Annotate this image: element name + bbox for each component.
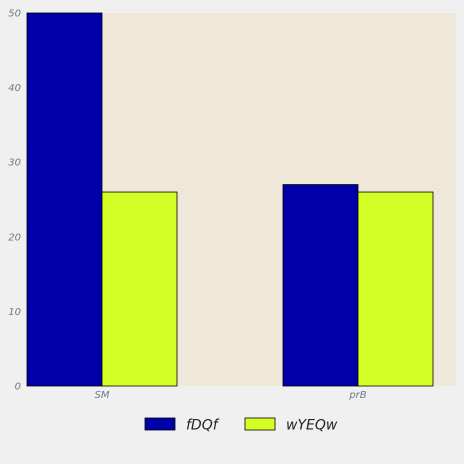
y-tick-label: 0	[15, 382, 21, 393]
y-tick-label: 20	[8, 232, 21, 243]
bar-wYEQw-prB	[357, 191, 434, 387]
y-tick-label: 30	[8, 158, 21, 169]
y-tick-label: 10	[8, 307, 21, 318]
y-axis: 0 10 20 30 40 50	[8, 9, 21, 393]
x-tick-label: SM	[95, 390, 110, 401]
legend: fDQf wYEQw	[144, 417, 338, 434]
y-tick-label: 40	[8, 83, 21, 94]
legend-label: wYEQw	[286, 418, 338, 434]
bar-wYEQw-SM	[101, 191, 178, 387]
legend-swatch	[144, 417, 176, 431]
x-axis: SM prB	[95, 390, 367, 401]
bars	[26, 12, 434, 387]
y-tick-label: 50	[8, 9, 21, 20]
x-tick-label: prB	[348, 390, 366, 401]
legend-label: fDQf	[186, 418, 220, 434]
legend-swatch	[244, 417, 276, 431]
bar-fDQf-prB	[282, 184, 359, 387]
bar-fDQf-SM	[26, 12, 103, 387]
